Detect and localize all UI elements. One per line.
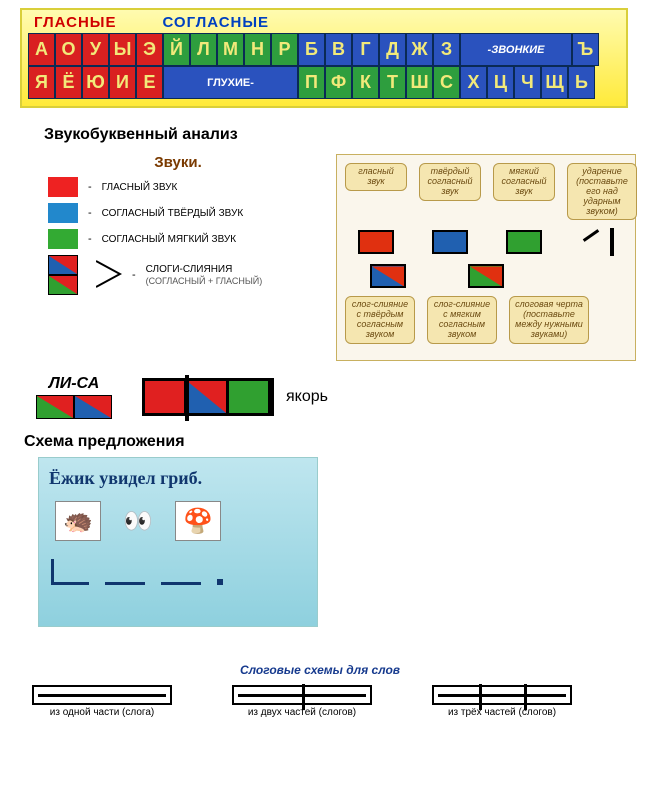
sentence-text: Ёжик увидел гриб.: [49, 468, 307, 489]
arrow-icon: [96, 257, 122, 294]
heading-sentence: Схема предложения: [24, 433, 660, 451]
syllable-schemes: из одной части (слога) из двух частей (с…: [20, 685, 660, 718]
cons-cell: Ч: [514, 66, 541, 99]
legend-fusion: СЛОГИ-СЛИЯНИЯ: [146, 264, 233, 275]
ref-label-bar: слоговая черта (поставьте между нужными …: [509, 296, 589, 344]
legend-fusion-sub: (СОГЛАСНЫЙ + ГЛАСНЫЙ): [146, 276, 263, 286]
cons-cell: П: [298, 66, 325, 99]
swatch-fusion: [48, 255, 78, 295]
scheme-word-icon: [161, 582, 201, 585]
sound-legend: Звуки. -гласный звук -согласный твёрдый …: [48, 154, 308, 361]
syll-caption-1: из одной части (слога): [50, 707, 154, 718]
example-lisa: ЛИ-СА: [36, 375, 112, 419]
cons-cell: Х: [460, 66, 487, 99]
vowel-cell: О: [55, 33, 82, 66]
tag-voiceless: ГЛУХИЕ-: [163, 66, 298, 99]
scheme-period-icon: [217, 579, 223, 585]
syllable-bar-icon: [610, 228, 614, 256]
alphabet-strip: ГЛАСНЫЕ СОГЛАСНЫЕ А О У Ы Э Й Л М Н Р Б …: [20, 8, 628, 108]
cons-cell: М: [217, 33, 244, 66]
cons-cell: Р: [271, 33, 298, 66]
ref-label-hard: твёрдый согласный звук: [419, 163, 481, 201]
example-yakor: якорь: [142, 378, 328, 416]
legend-soft: согласный мягкий звук: [102, 234, 236, 245]
syll-caption-3: из трёх частей (слогов): [448, 707, 556, 718]
syll-box-3: [432, 685, 572, 705]
syllable-bar-icon: [185, 375, 189, 421]
ref-label-vowel: гласный звук: [345, 163, 407, 191]
ref-label-fsoft: слог-слияние с мягким согласным звуком: [427, 296, 497, 344]
vowel-cell: Ё: [55, 66, 82, 99]
mushroom-icon: 🍄: [175, 501, 221, 541]
syllable-title: Слоговые схемы для слов: [20, 663, 620, 677]
legend-hard: согласный твёрдый звук: [102, 208, 244, 219]
sentence-card: Ёжик увидел гриб. 🦔 👀 🍄: [38, 457, 318, 627]
sentence-scheme: [49, 559, 307, 585]
cons-cell: Д: [379, 33, 406, 66]
swatch-vowel: [48, 177, 78, 197]
label-consonants: СОГЛАСНЫЕ: [162, 14, 269, 31]
sign-cell: Ь: [568, 66, 595, 99]
ref-sw-fusion-soft: [468, 264, 504, 288]
accent-mark-icon: [580, 232, 600, 252]
sign-cell: Ъ: [572, 33, 599, 66]
cons-cell: Ц: [487, 66, 514, 99]
vowel-cell: Я: [28, 66, 55, 99]
syll-box-2: [232, 685, 372, 705]
legend-title: Звуки.: [48, 154, 308, 171]
cons-cell: Ф: [325, 66, 352, 99]
ref-label-soft: мягкий согласный звук: [493, 163, 555, 201]
alpha-row-2: Я Ё Ю И Е ГЛУХИЕ- П Ф К Т Ш С Х Ц Ч Щ Ь: [28, 66, 620, 99]
syll-box-1: [32, 685, 172, 705]
legend-vowel: гласный звук: [102, 182, 178, 193]
cons-cell: З: [433, 33, 460, 66]
heading-analysis: Звукобуквенный анализ: [44, 126, 660, 144]
cons-cell: Щ: [541, 66, 568, 99]
cons-cell: Ш: [406, 66, 433, 99]
scheme-word-icon: [105, 582, 145, 585]
swatch-soft: [48, 229, 78, 249]
cons-cell: Т: [379, 66, 406, 99]
alphabet-grid: А О У Ы Э Й Л М Н Р Б В Г Д Ж З -ЗВОНКИЕ…: [28, 33, 620, 99]
cons-cell: Г: [352, 33, 379, 66]
cons-cell: Й: [163, 33, 190, 66]
ref-sw-fusion-hard: [370, 264, 406, 288]
tick-icon: [524, 684, 527, 710]
vowel-cell: А: [28, 33, 55, 66]
cons-cell: Б: [298, 33, 325, 66]
tick-icon: [479, 684, 482, 710]
cons-cell: Н: [244, 33, 271, 66]
vowel-cell: Е: [136, 66, 163, 99]
ref-sw-vowel: [358, 230, 394, 254]
vowel-cell: Э: [136, 33, 163, 66]
cons-cell: В: [325, 33, 352, 66]
alpha-row-1: А О У Ы Э Й Л М Н Р Б В Г Д Ж З -ЗВОНКИЕ…: [28, 33, 620, 66]
label-vowels: ГЛАСНЫЕ: [34, 14, 116, 31]
ref-label-accent: ударение (поставьте его над ударным звук…: [567, 163, 637, 220]
ref-label-fhard: слог-слияние с твёрдым согласным звуком: [345, 296, 415, 344]
hedgehog-icon: 🦔: [55, 501, 101, 541]
scheme-capital-icon: [51, 559, 89, 585]
vowel-cell: У: [82, 33, 109, 66]
reference-panel: гласный звук твёрдый согласный звук мягк…: [336, 154, 636, 361]
cons-cell: Л: [190, 33, 217, 66]
tag-voiced: -ЗВОНКИЕ: [460, 33, 572, 66]
swatch-hard: [48, 203, 78, 223]
eyes-icon: 👀: [115, 501, 161, 541]
cons-cell: Ж: [406, 33, 433, 66]
ref-sw-soft: [506, 230, 542, 254]
ref-sw-hard: [432, 230, 468, 254]
cons-cell: К: [352, 66, 379, 99]
cons-cell: С: [433, 66, 460, 99]
vowel-cell: И: [109, 66, 136, 99]
example-lisa-label: ЛИ-СА: [36, 375, 112, 393]
example-yakor-label: якорь: [286, 388, 328, 406]
vowel-cell: Ы: [109, 33, 136, 66]
vowel-cell: Ю: [82, 66, 109, 99]
tick-icon: [302, 684, 305, 710]
